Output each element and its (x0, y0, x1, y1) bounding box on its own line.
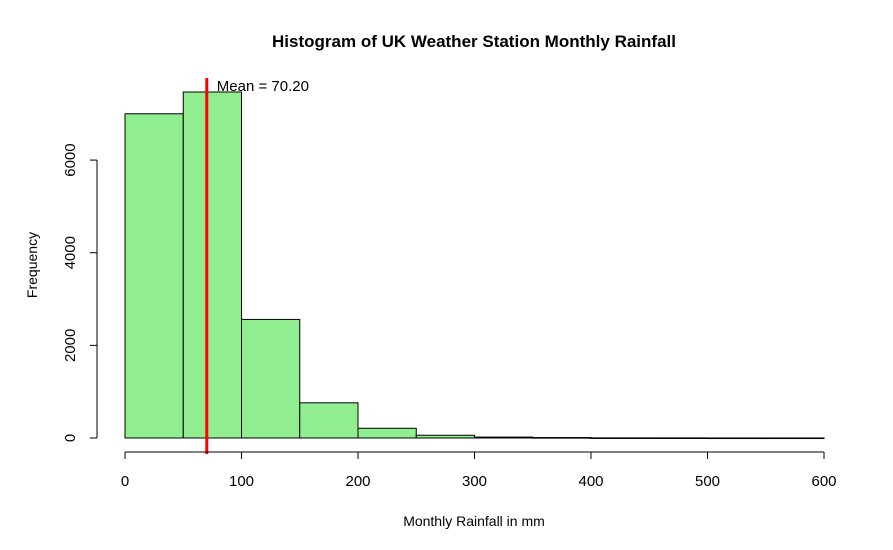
histogram-bar (707, 437, 767, 440)
x-axis: 0 100 200 300 400 500 600 (121, 451, 837, 490)
y-tick-label: 6000 (62, 143, 79, 176)
x-tick-label: 200 (345, 473, 370, 490)
x-tick-label: 400 (578, 473, 603, 490)
y-axis-label: Frequency (24, 232, 40, 298)
x-tick-label: 300 (462, 473, 487, 490)
mean-label: Mean = 70.20 (217, 78, 309, 95)
histogram-bar (241, 318, 301, 439)
histogram-bar (415, 434, 475, 439)
histogram-bar (124, 113, 184, 439)
y-axis: 0 2000 4000 6000 (62, 143, 98, 442)
y-tick-label: 4000 (62, 236, 79, 269)
y-tick-label: 2000 (62, 329, 79, 362)
histogram-bar (182, 91, 242, 439)
histogram-bar (357, 427, 417, 439)
histogram-bar (590, 437, 650, 439)
mean-group: Mean = 70.20 (205, 78, 309, 454)
histogram-bar (299, 402, 359, 439)
x-tick-label: 600 (811, 473, 836, 490)
histogram-bar (648, 437, 708, 440)
x-tick-label: 500 (695, 473, 720, 490)
y-tick-label: 0 (62, 434, 79, 442)
histogram-bar (532, 437, 592, 439)
histogram-bar (474, 436, 534, 439)
bars-group (124, 91, 825, 440)
x-tick-label: 0 (121, 473, 129, 490)
x-tick-label: 100 (229, 473, 254, 490)
x-axis-label: Monthly Rainfall in mm (403, 513, 545, 529)
chart-title: Histogram of UK Weather Station Monthly … (272, 32, 676, 51)
histogram-bar (765, 437, 825, 440)
